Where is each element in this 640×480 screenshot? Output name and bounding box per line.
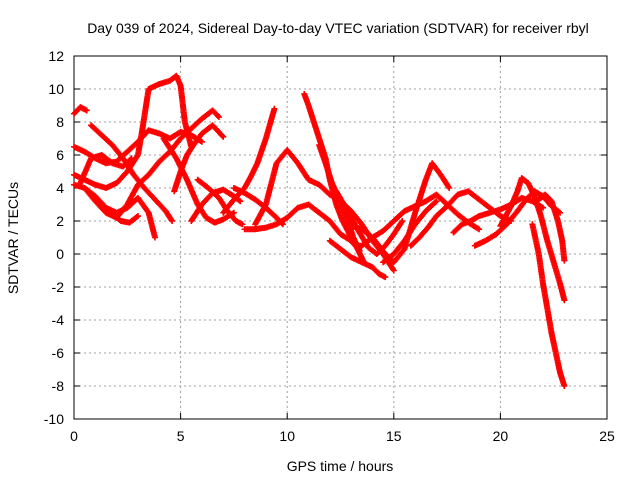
series-arc11 — [188, 186, 244, 224]
y-tick-label: 8 — [56, 114, 64, 130]
data-point — [561, 257, 568, 264]
data-points — [71, 72, 568, 389]
series-arc23 — [407, 188, 515, 249]
y-tick-label: -6 — [52, 345, 65, 361]
x-tick-label: 20 — [493, 428, 509, 444]
series-arc1 — [71, 104, 90, 117]
data-point — [237, 198, 244, 205]
data-point — [198, 138, 205, 145]
series-arc28 — [535, 191, 568, 264]
y-axis-label: SDTVAR / TECUs — [5, 182, 21, 294]
series-arc8 — [98, 201, 141, 226]
data-point — [433, 198, 440, 205]
chart-title: Day 039 of 2024, Sidereal Day-to-day VTE… — [87, 20, 589, 36]
y-tick-label: 6 — [56, 147, 64, 163]
x-tick-label: 10 — [279, 428, 295, 444]
y-tick-label: 4 — [56, 180, 64, 196]
data-point — [476, 226, 483, 233]
data-point — [239, 221, 246, 228]
data-point — [127, 156, 134, 163]
y-tick-label: 12 — [48, 48, 64, 64]
x-tick-label: 5 — [177, 428, 185, 444]
data-point — [220, 133, 227, 140]
y-tick-label: -10 — [44, 411, 64, 427]
data-point — [446, 185, 453, 191]
data-point — [214, 112, 221, 119]
y-tick-label: 0 — [56, 246, 64, 262]
data-point — [382, 274, 389, 281]
data-point — [561, 383, 568, 389]
series-arc13 — [220, 105, 278, 216]
series-arc22 — [380, 198, 440, 266]
y-tick-label: 10 — [48, 81, 64, 97]
data-point — [128, 155, 135, 162]
x-tick-label: 15 — [386, 428, 402, 444]
series-arc27 — [529, 221, 568, 389]
data-point — [83, 107, 90, 114]
data-point — [271, 105, 278, 112]
data-point — [219, 132, 226, 139]
plot-frame — [73, 55, 608, 420]
data-point — [236, 197, 243, 204]
data-point — [390, 267, 397, 274]
data-point — [169, 218, 176, 224]
y-tick-label: -2 — [52, 279, 65, 295]
y-tick-label: -8 — [52, 378, 65, 394]
data-point — [432, 199, 439, 206]
y-tick-label: 2 — [56, 213, 64, 229]
data-point — [215, 114, 222, 121]
data-point — [152, 234, 159, 241]
series-arc19 — [326, 237, 389, 281]
series-arc6 — [88, 122, 176, 224]
x-tick-label: 25 — [599, 428, 615, 444]
series-arc26 — [497, 175, 568, 304]
x-tick-label: 0 — [70, 428, 78, 444]
data-point — [399, 218, 406, 224]
x-axis-label: GPS time / hours — [287, 458, 394, 474]
data-point — [356, 247, 363, 254]
data-point — [561, 297, 568, 304]
axis-ticks: -10 -8 -6 -4 -2 0 2 4 6 8 10 12 0 5 10 15 20 25 — [44, 48, 615, 444]
data-point — [134, 213, 141, 220]
y-tick-label: -4 — [52, 312, 65, 328]
